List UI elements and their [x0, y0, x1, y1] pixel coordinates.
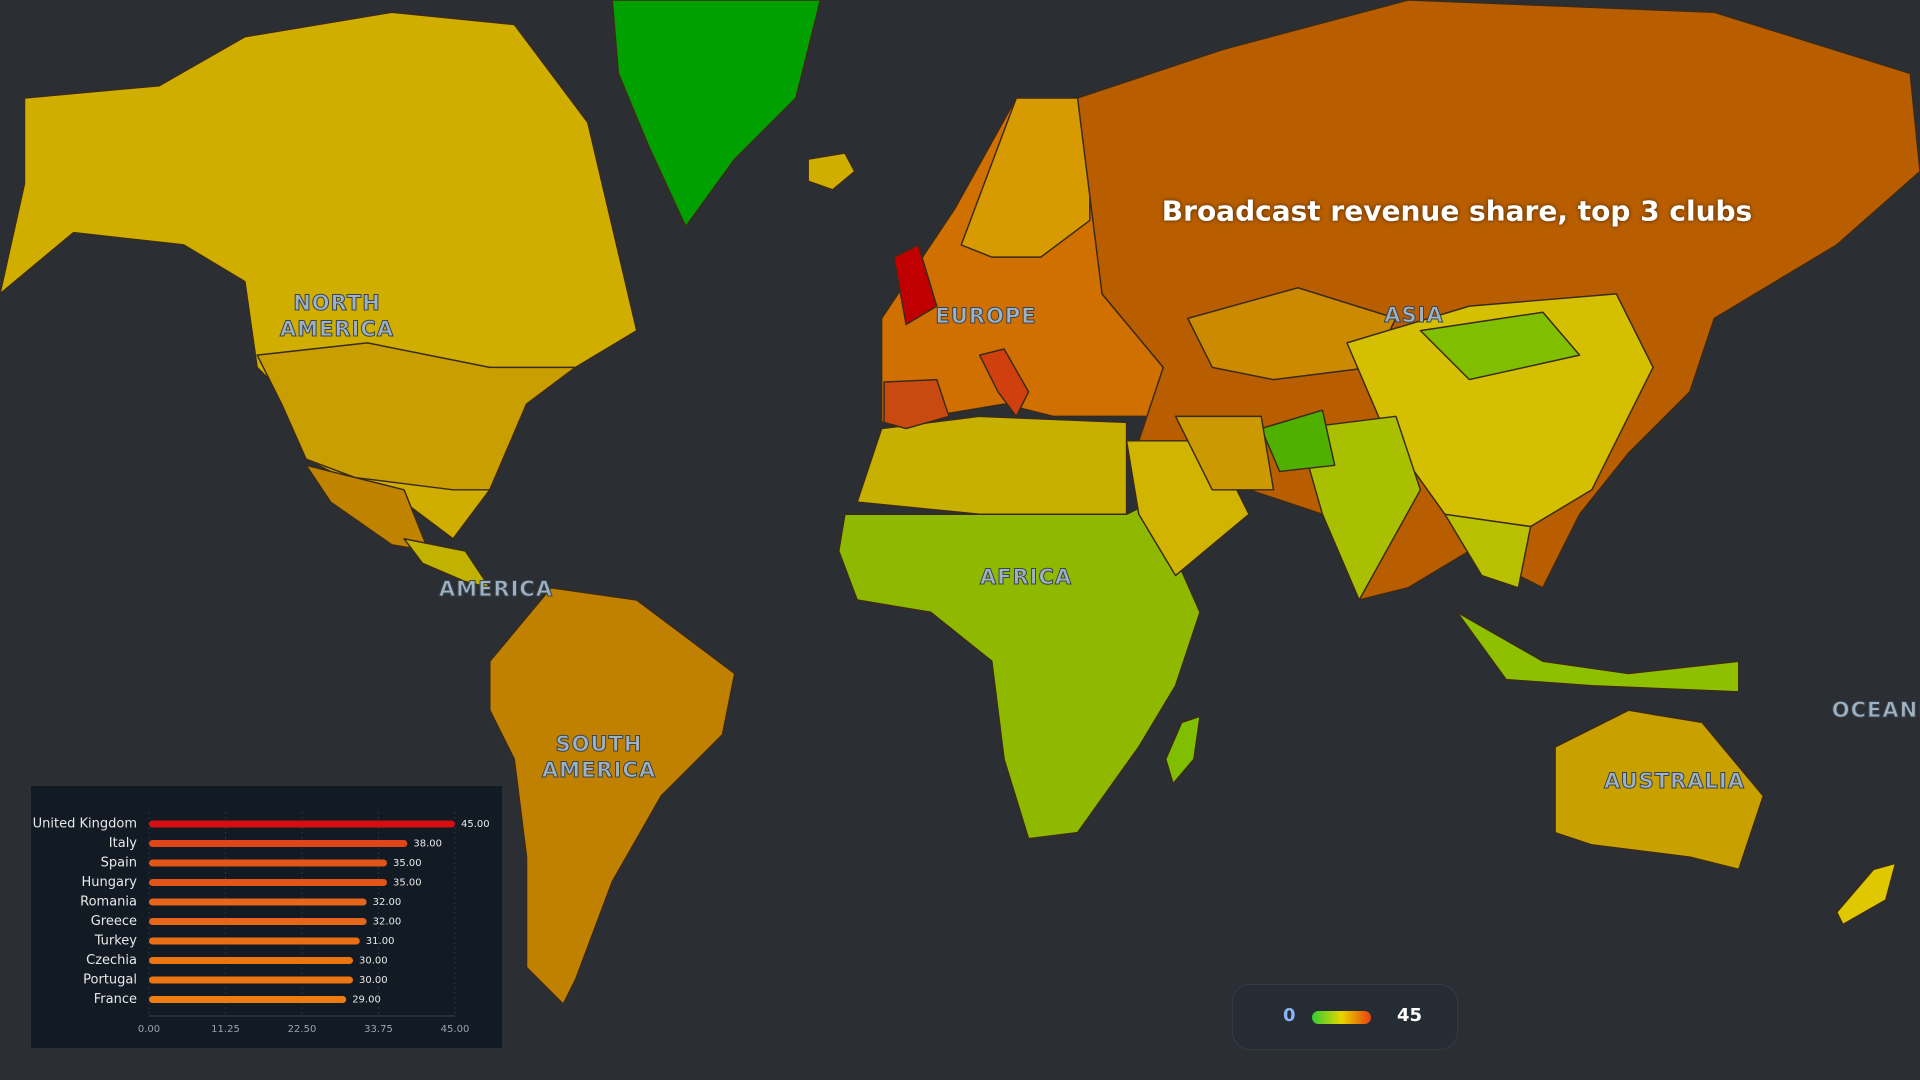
continent-label: ASIA: [1384, 303, 1444, 328]
value-label: 31.00: [366, 936, 395, 947]
y-tick-label: Portugal: [83, 973, 137, 988]
uk: [893, 244, 938, 326]
afghanistan: [1260, 409, 1336, 473]
y-tick-label: Greece: [91, 914, 137, 929]
value-label: 32.00: [373, 897, 402, 908]
legend-min: 0: [1283, 1005, 1296, 1026]
new-zealand: [1836, 862, 1897, 926]
bar: [149, 937, 360, 945]
x-tick-label: 11.25: [211, 1024, 240, 1035]
bar: [149, 859, 387, 867]
y-tick-label: Czechia: [86, 953, 137, 968]
continent-label: NORTH AMERICA: [279, 291, 395, 342]
bar-chart: 0.00 11.25 22.50 33.75 45.00 United Kingdom 45…: [31, 786, 502, 1048]
indonesia: [1456, 611, 1740, 693]
value-label: 30.00: [359, 975, 388, 986]
south-america: [489, 587, 736, 1005]
map-title: Broadcast revenue share, top 3 clubs: [1161, 194, 1753, 228]
southeast-asia: [1444, 513, 1532, 589]
continent-label: AFRICA: [979, 565, 1073, 590]
value-label: 38.00: [413, 839, 442, 850]
australia: [1554, 709, 1765, 871]
africa: [838, 501, 1201, 840]
x-tick-label: 45.00: [441, 1024, 470, 1035]
y-tick-label: United Kingdom: [33, 817, 137, 832]
bar: [149, 820, 455, 828]
bar: [149, 976, 353, 984]
spain: [883, 378, 950, 430]
legend-max: 45: [1397, 1005, 1423, 1026]
bar: [149, 996, 347, 1003]
value-label: 35.00: [393, 858, 422, 869]
usa: [256, 342, 577, 491]
continent-label: EUROPE: [935, 304, 1037, 329]
bar: [149, 898, 367, 906]
color-legend: 0 45: [1232, 984, 1458, 1050]
legend-gradient: [1312, 1011, 1371, 1024]
mongolia: [1419, 311, 1581, 381]
value-label: 35.00: [393, 878, 422, 889]
bar: [149, 918, 367, 925]
iran: [1174, 415, 1275, 491]
y-tick-label: France: [94, 992, 137, 1007]
continent-label: OCEANIA: [1831, 698, 1920, 723]
bar: [149, 957, 353, 964]
x-tick-label: 0.00: [138, 1024, 160, 1035]
scandinavia: [960, 97, 1091, 258]
y-tick-label: Romania: [80, 895, 137, 910]
x-tick-label: 22.50: [288, 1024, 317, 1035]
value-label: 32.00: [373, 917, 402, 928]
y-tick-label: Italy: [109, 836, 138, 851]
value-label: 29.00: [352, 995, 381, 1006]
bar: [149, 840, 408, 847]
y-tick-label: Hungary: [81, 875, 137, 890]
value-label: 30.00: [359, 956, 388, 967]
y-tick-label: Spain: [101, 856, 137, 871]
madagascar: [1164, 715, 1201, 785]
italy: [978, 348, 1030, 418]
y-tick-label: Turkey: [94, 934, 138, 949]
value-label: 45.00: [461, 819, 490, 830]
continent-label: AUSTRALIA: [1604, 769, 1745, 794]
continent-label: AMERICA: [438, 577, 554, 602]
x-tick-label: 33.75: [364, 1024, 393, 1035]
north-africa: [856, 415, 1128, 516]
central-america: [403, 538, 491, 589]
greenland: [611, 0, 822, 228]
bar: [149, 879, 387, 886]
iceland: [807, 152, 856, 191]
continent-label: SOUTH AMERICA: [541, 732, 657, 783]
